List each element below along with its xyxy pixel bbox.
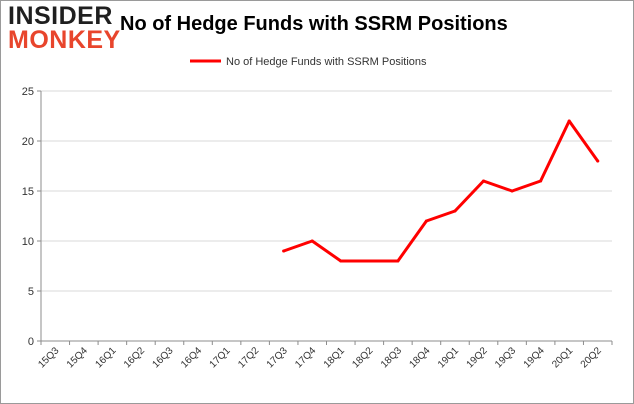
- x-tick-label: 18Q4: [407, 345, 432, 370]
- y-tick-label: 20: [22, 136, 34, 148]
- legend-label: No of Hedge Funds with SSRM Positions: [226, 56, 427, 68]
- x-tick-label: 17Q2: [236, 345, 261, 370]
- x-tick-label: 17Q3: [265, 345, 290, 370]
- data-point: [482, 179, 486, 183]
- y-tick-label: 15: [22, 186, 34, 198]
- data-point: [453, 209, 457, 213]
- x-tick-label: 17Q4: [293, 345, 318, 370]
- logo-text-bottom: MONKEY: [8, 26, 121, 54]
- x-tick-label: 16Q4: [179, 345, 204, 370]
- x-tick-label: 16Q1: [93, 345, 118, 370]
- x-tick-label: 18Q1: [322, 345, 347, 370]
- insider-monkey-logo: INSIDER MONKEY: [8, 2, 121, 54]
- x-tick-label: 19Q3: [493, 345, 518, 370]
- x-tick-label: 19Q4: [522, 345, 547, 370]
- x-tick-label: 18Q2: [350, 345, 375, 370]
- data-point: [310, 239, 314, 243]
- x-tick-label: 19Q1: [436, 345, 461, 370]
- data-point: [424, 219, 428, 223]
- x-tick-label: 19Q2: [465, 345, 490, 370]
- x-tick-label: 20Q2: [579, 345, 604, 370]
- data-point: [596, 159, 600, 163]
- data-point: [367, 259, 371, 263]
- data-point: [510, 189, 514, 193]
- data-point: [396, 259, 400, 263]
- data-point: [339, 259, 343, 263]
- x-tick-label: 20Q1: [550, 345, 575, 370]
- x-tick-label: 17Q1: [208, 345, 233, 370]
- x-tick-label: 18Q3: [379, 345, 404, 370]
- data-point: [539, 179, 543, 183]
- data-point: [282, 249, 286, 253]
- y-tick-label: 5: [28, 286, 34, 298]
- y-tick-label: 25: [22, 86, 34, 98]
- chart-title: No of Hedge Funds with SSRM Positions: [120, 13, 508, 35]
- series-line: [282, 119, 600, 263]
- x-tick-label: 16Q2: [122, 345, 147, 370]
- data-point: [567, 119, 571, 123]
- y-tick-label: 10: [22, 236, 34, 248]
- x-tick-label: 15Q3: [36, 345, 61, 370]
- y-tick-label: 0: [28, 336, 34, 348]
- logo-text-top: INSIDER: [8, 2, 113, 30]
- x-tick-label: 16Q3: [151, 345, 176, 370]
- x-tick-label: 15Q4: [65, 345, 90, 370]
